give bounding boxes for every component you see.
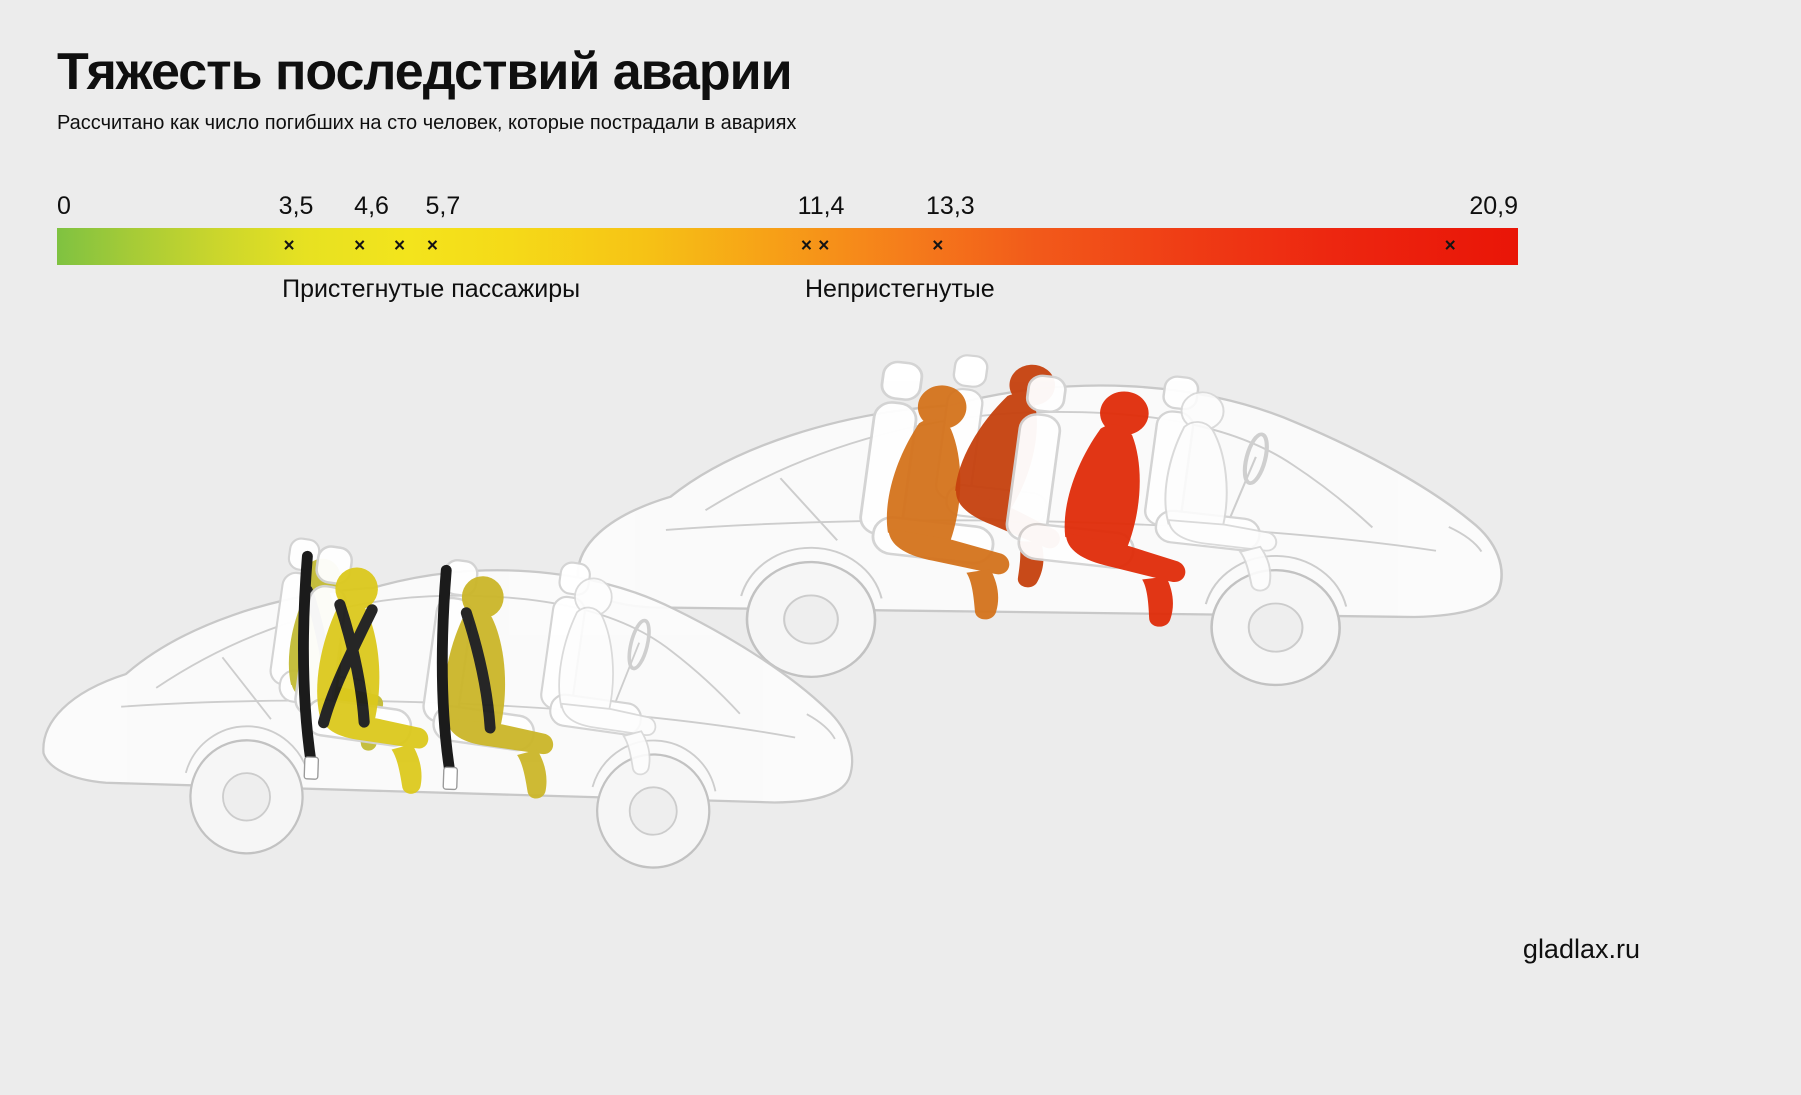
scale-tick-label: 3,5: [278, 192, 314, 220]
data-point-marker: ×: [932, 235, 944, 257]
scale-group-row: Пристегнутые пассажиры Непристегнутые: [57, 275, 1518, 307]
seatbelt-front-strap: [436, 564, 457, 788]
rear-wheel-arch: [740, 546, 883, 599]
front-wheel-arch: [1204, 555, 1348, 607]
group-label-unbelted: Непристегнутые: [804, 275, 995, 303]
front-wheel-arch: [591, 739, 717, 792]
scale-tick-label: 13,3: [926, 192, 975, 220]
site-credit: gladlax.ru: [1522, 934, 1640, 964]
belted-passenger-front: [440, 575, 559, 800]
data-point-marker: ×: [800, 235, 812, 257]
data-point-marker: ×: [283, 235, 295, 257]
scale-tick-label: 5,7: [425, 192, 461, 220]
page-subtitle: Рассчитано как число погибших на сто чел…: [57, 112, 797, 134]
page-title: Тяжесть последствий аварии: [57, 43, 793, 101]
scale-tick-label: 0: [57, 192, 71, 220]
rear-wheel-hub: [783, 594, 839, 645]
data-point-marker: ×: [1444, 235, 1456, 257]
seatbelt-buckle: [303, 756, 320, 780]
scale-tick-label: 11,4: [797, 192, 845, 220]
rear-pillar: [779, 477, 838, 541]
scale-tick-row: 0 3,5 4,6 5,7 11,4 13,3 20,9: [57, 192, 1518, 224]
seatbelt-pillar-strap: [298, 550, 318, 778]
seatbelt: [334, 599, 370, 728]
rear-pillar: [221, 656, 272, 720]
data-point-marker: ×: [426, 235, 438, 257]
scale-tick-label: 4,6: [354, 192, 389, 220]
car-belted: [42, 535, 854, 869]
gradient-scale-bar: × × × × × × × ×: [57, 228, 1518, 265]
steering-wheel: [627, 618, 651, 671]
seatbelt-buckle: [442, 766, 459, 791]
car-unbelted: [576, 352, 1503, 687]
group-label-belted: Пристегнутые пассажиры: [282, 275, 581, 303]
beltline: [665, 519, 1437, 552]
steering-wheel: [1242, 432, 1269, 486]
front-wheel-hub: [1247, 602, 1304, 653]
seatbelt-cross: [318, 604, 378, 729]
headlight: [806, 713, 836, 740]
belted-passenger-rear-near: [313, 566, 435, 795]
data-point-marker: ×: [393, 235, 406, 257]
rear-wheel-arch: [184, 725, 310, 778]
headlight: [1448, 526, 1483, 553]
data-point-marker: ×: [354, 235, 366, 257]
data-point-marker: ×: [818, 235, 830, 257]
seatbelt: [460, 607, 496, 734]
scale-tick-label: 20,9: [1469, 192, 1518, 220]
rear-wheel-hub: [222, 772, 271, 822]
severity-scale: 0 3,5 4,6 5,7 11,4 13,3 20,9 × × × × × × × × Пристегн…: [57, 192, 1518, 307]
front-wheel-hub: [628, 786, 678, 836]
